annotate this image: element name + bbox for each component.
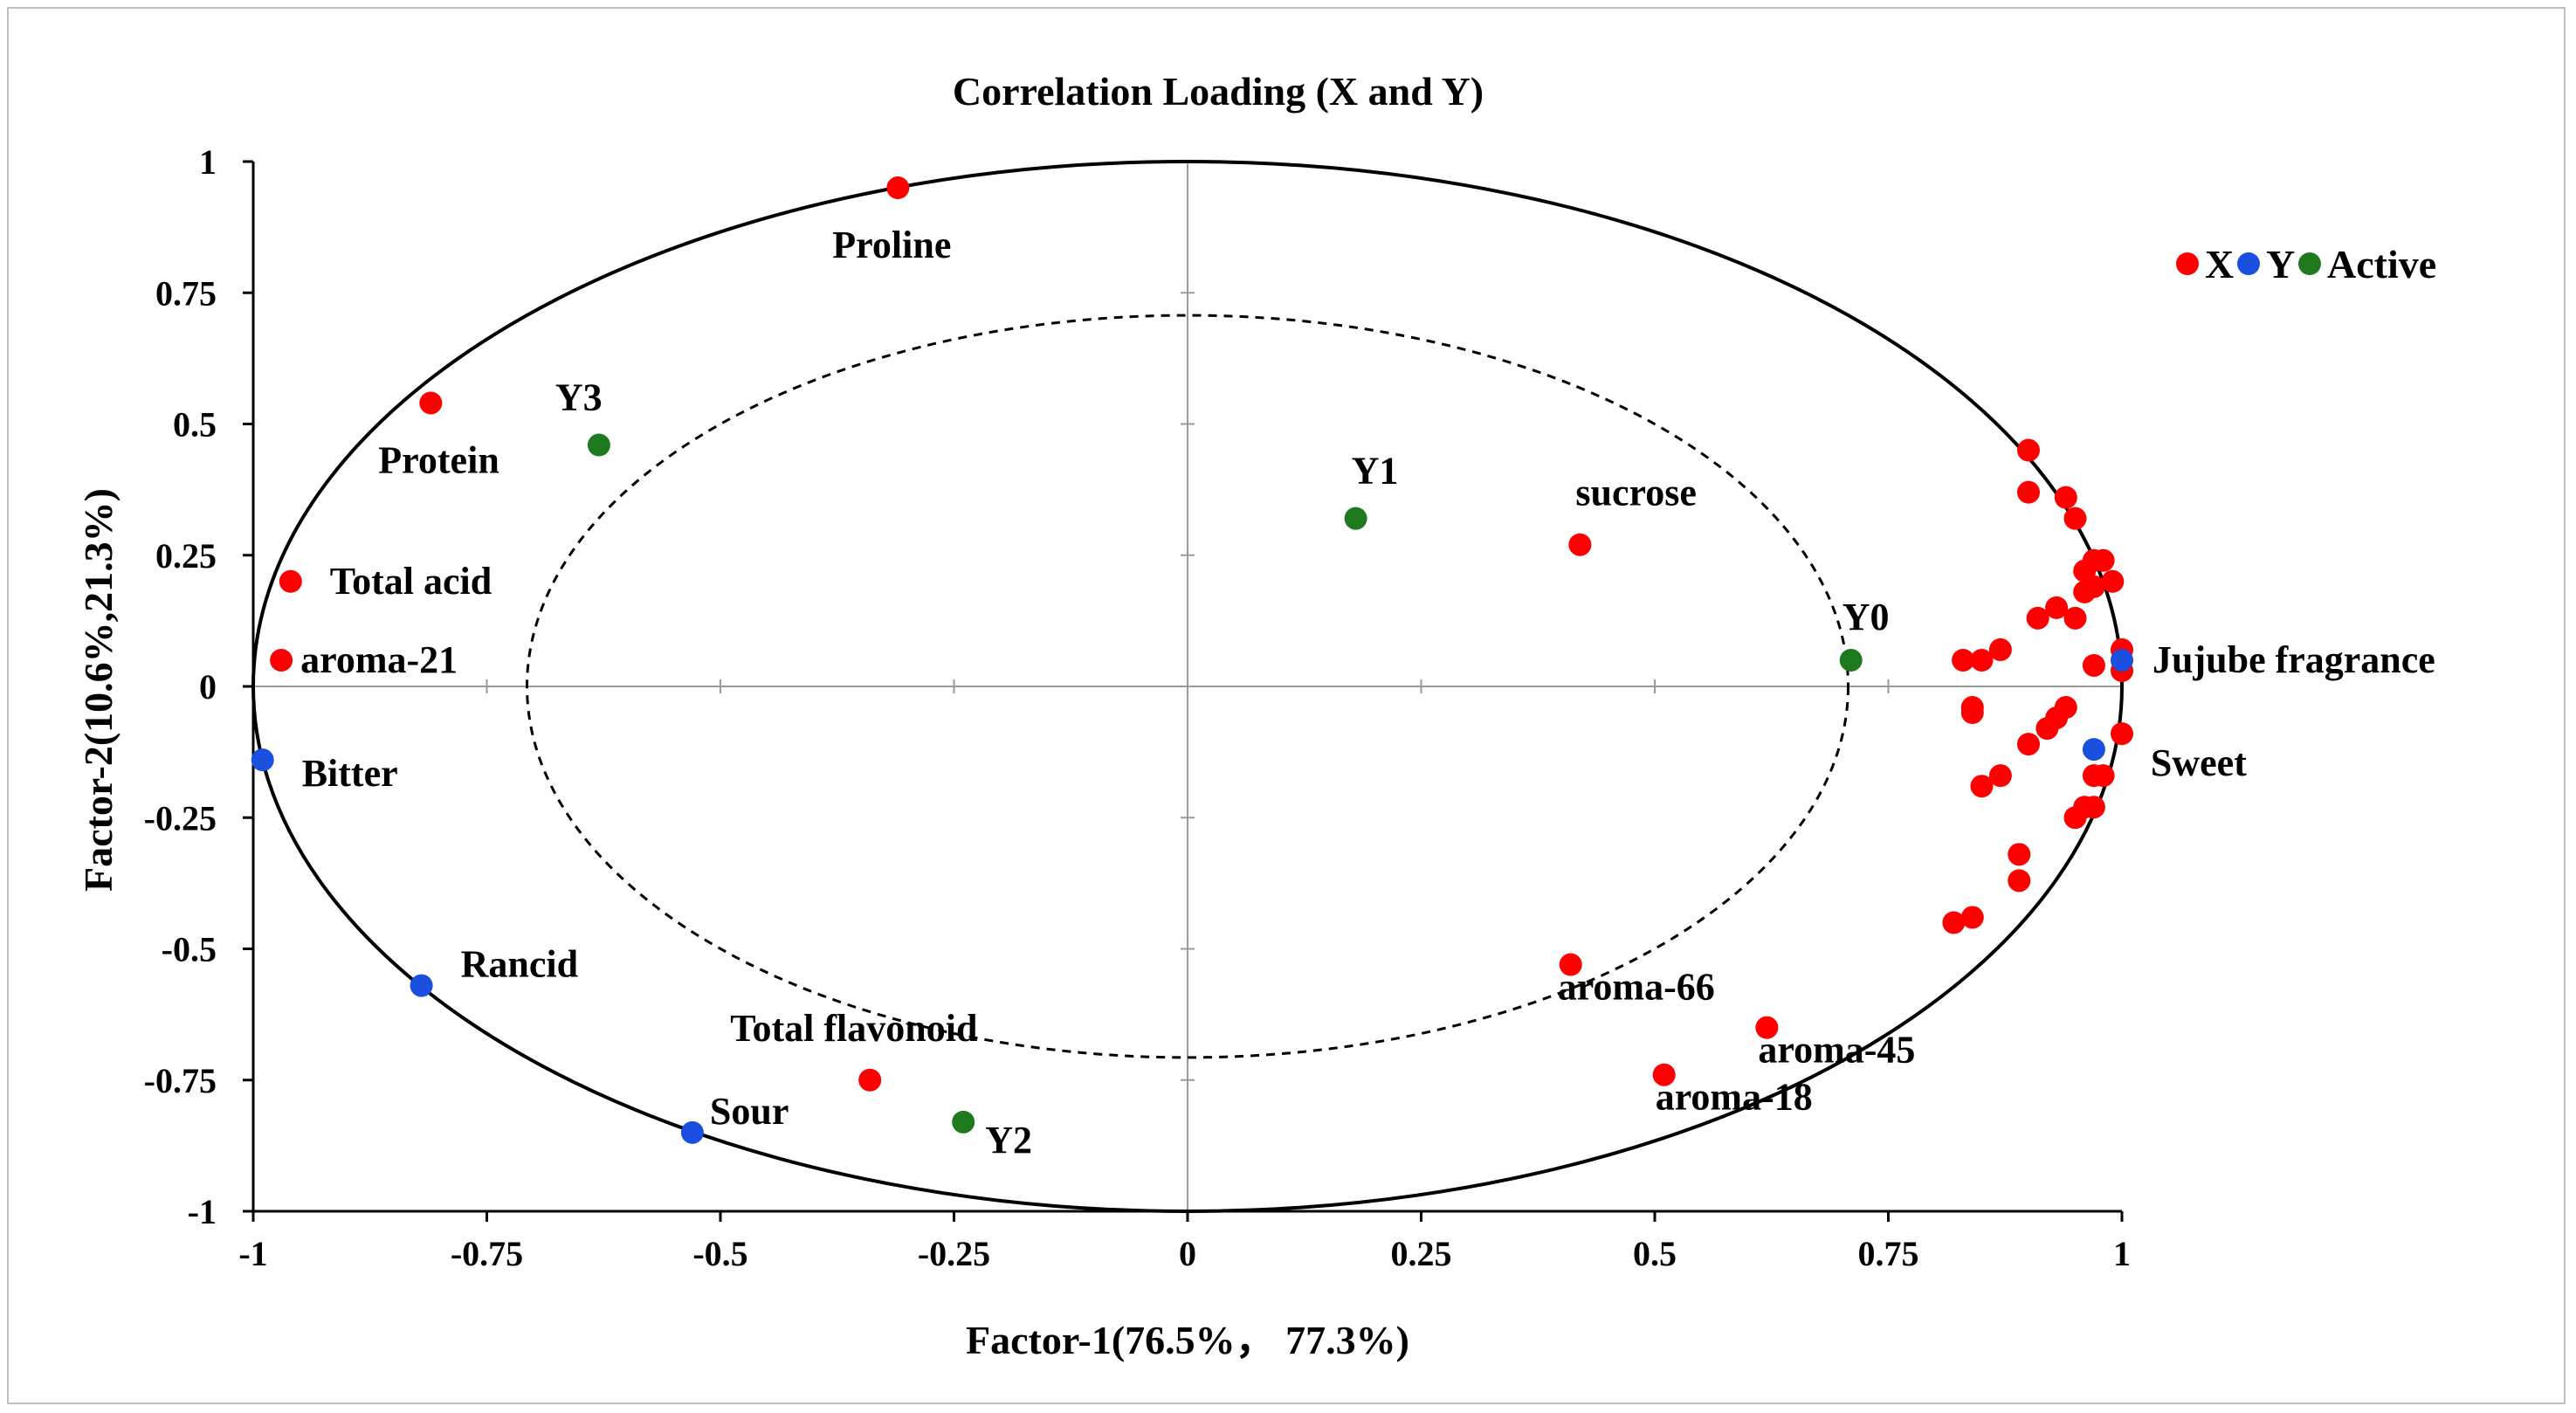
legend-label-active: Active bbox=[2327, 242, 2436, 286]
x-point bbox=[1970, 648, 1994, 672]
x-point bbox=[2045, 596, 2069, 619]
legend-marker-active bbox=[2298, 252, 2321, 275]
y-tick-label: -1 bbox=[188, 1192, 217, 1231]
point-label: Y3 bbox=[555, 376, 603, 419]
legend-label-x: X bbox=[2205, 242, 2234, 286]
y-axis-label: Factor-2(10.6%,21.3%) bbox=[76, 488, 121, 892]
active-point bbox=[1344, 507, 1367, 530]
point-label: Y2 bbox=[985, 1119, 1032, 1161]
active-point bbox=[952, 1110, 975, 1134]
x-tick-label: -0.5 bbox=[692, 1234, 747, 1273]
x-tick-label: 0 bbox=[1179, 1234, 1196, 1273]
y-tick-label: -0.5 bbox=[162, 930, 217, 969]
x-point bbox=[1568, 533, 1592, 556]
point-label: aroma-66 bbox=[1558, 966, 1715, 1009]
x-point bbox=[1559, 953, 1582, 976]
x-point bbox=[2101, 569, 2125, 593]
x-tick-label: -1 bbox=[238, 1234, 267, 1273]
x-point bbox=[2008, 843, 2031, 866]
legend-marker-y bbox=[2237, 252, 2260, 275]
x-point bbox=[2073, 580, 2097, 603]
x-point bbox=[2082, 653, 2105, 677]
x-point bbox=[2063, 606, 2087, 630]
x-point bbox=[2111, 722, 2133, 746]
x-point bbox=[1970, 775, 1994, 798]
x-point bbox=[270, 648, 293, 672]
point-label: Bitter bbox=[302, 752, 398, 795]
point-label: aroma-21 bbox=[300, 638, 458, 681]
legend-marker-x bbox=[2176, 252, 2199, 275]
point-label: Jujube fragrance bbox=[2152, 638, 2435, 681]
point-label: Sweet bbox=[2151, 741, 2247, 784]
x-tick-label: -0.75 bbox=[451, 1234, 523, 1273]
x-point bbox=[2091, 548, 2115, 572]
y-tick-label: 0.75 bbox=[155, 273, 217, 313]
x-point bbox=[2063, 806, 2087, 830]
legend: X Y Active bbox=[2176, 242, 2436, 286]
active-point bbox=[1839, 648, 1863, 672]
x-point bbox=[2035, 717, 2059, 741]
x-point bbox=[2017, 438, 2040, 462]
y-point bbox=[2111, 648, 2133, 672]
x-point bbox=[1755, 1016, 1779, 1039]
y-tick-label: 0.5 bbox=[173, 405, 217, 445]
x-point bbox=[2063, 507, 2087, 530]
point-label: Total acid bbox=[330, 560, 492, 603]
y-point bbox=[410, 974, 433, 997]
point-label: aroma-45 bbox=[1758, 1029, 1915, 1072]
x-point bbox=[2008, 869, 2031, 893]
y-point bbox=[680, 1120, 704, 1144]
chart-title: Correlation Loading (X and Y) bbox=[953, 69, 1484, 114]
x-point bbox=[1988, 638, 2012, 661]
active-point bbox=[587, 433, 610, 457]
plot-area: -1 -0.75 -0.5 -0.25 0 0.25 0.5 0.75 1 -1 -0.75 -0.5… bbox=[144, 142, 2435, 1273]
point-label: Y0 bbox=[1842, 596, 1890, 638]
y-tick-label: -0.75 bbox=[144, 1061, 217, 1100]
x-tick-label: 0.75 bbox=[1858, 1234, 1919, 1273]
x-point bbox=[1988, 764, 2012, 788]
point-label: Protein bbox=[378, 438, 499, 481]
point-label: Rancid bbox=[461, 943, 578, 986]
outer-circle bbox=[251, 160, 2124, 1213]
x-point bbox=[2026, 606, 2049, 630]
x-point bbox=[2054, 486, 2077, 509]
chart-frame bbox=[7, 7, 2566, 1404]
legend-label-y: Y bbox=[2266, 242, 2295, 286]
x-tick-label: -0.25 bbox=[918, 1234, 990, 1273]
x-tick-label: 0.25 bbox=[1391, 1234, 1452, 1273]
x-tick-label: 0.5 bbox=[1633, 1234, 1677, 1273]
x-point bbox=[1960, 701, 1984, 725]
y-tick-label: -0.25 bbox=[144, 798, 217, 837]
x-point bbox=[1652, 1063, 1676, 1086]
point-label: sucrose bbox=[1575, 472, 1697, 514]
y-tick-label: 0 bbox=[199, 667, 217, 706]
x-point bbox=[279, 569, 302, 593]
x-point bbox=[1952, 648, 1975, 672]
y-point bbox=[2082, 738, 2105, 762]
x-point bbox=[1942, 911, 1966, 934]
y-point bbox=[251, 748, 274, 772]
point-label: Proline bbox=[832, 224, 951, 266]
x-point bbox=[419, 391, 443, 415]
inner-circle-dashed bbox=[526, 314, 1849, 1059]
point-label: Sour bbox=[710, 1090, 789, 1133]
x-point bbox=[886, 176, 910, 200]
x-point bbox=[858, 1068, 882, 1092]
point-label: aroma-18 bbox=[1656, 1076, 1813, 1119]
x-axis-label: Factor-1(76.5%， 77.3%) bbox=[966, 1318, 1409, 1362]
y-tick-label: 1 bbox=[199, 142, 217, 182]
x-point bbox=[2091, 764, 2115, 788]
point-label: Y1 bbox=[1352, 450, 1399, 493]
point-label: Total flavonoid bbox=[730, 1007, 977, 1050]
x-point bbox=[2017, 480, 2040, 504]
x-point bbox=[1960, 906, 1984, 929]
x-tick-label: 1 bbox=[2113, 1234, 2131, 1273]
x-point bbox=[2017, 733, 2040, 756]
y-tick-label: 0.25 bbox=[155, 536, 217, 576]
